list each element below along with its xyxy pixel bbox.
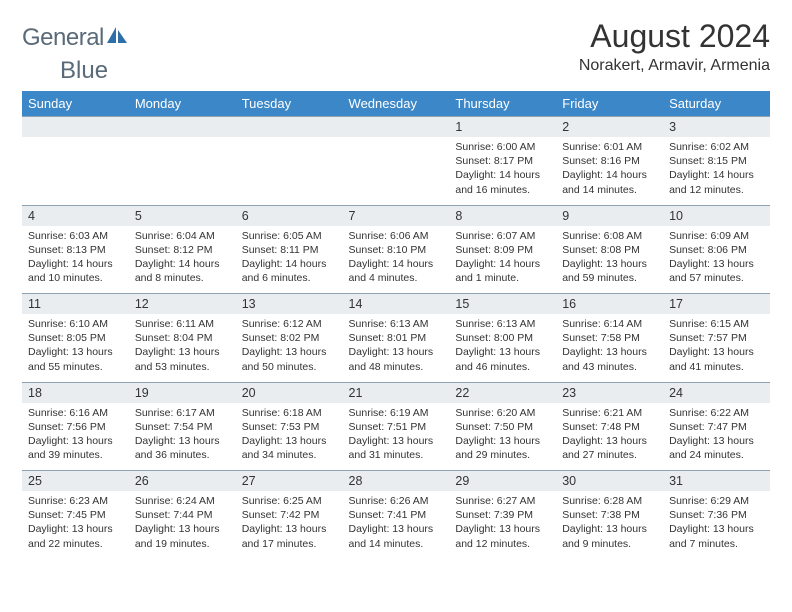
day-info: Sunrise: 6:04 AM Sunset: 8:12 PM Dayligh… — [129, 226, 236, 294]
day-number — [343, 117, 450, 138]
calendar-table: Sunday Monday Tuesday Wednesday Thursday… — [22, 91, 770, 559]
weekday-header: Sunday — [22, 91, 129, 117]
day-number: 15 — [449, 294, 556, 315]
weekday-header: Saturday — [663, 91, 770, 117]
daynum-row: 123 — [22, 117, 770, 138]
day-info: Sunrise: 6:25 AM Sunset: 7:42 PM Dayligh… — [236, 491, 343, 559]
calendar-body: 123Sunrise: 6:00 AM Sunset: 8:17 PM Dayl… — [22, 117, 770, 560]
calendar-page: General August 2024 Norakert, Armavir, A… — [0, 0, 792, 569]
day-info: Sunrise: 6:11 AM Sunset: 8:04 PM Dayligh… — [129, 314, 236, 382]
day-info — [343, 137, 450, 205]
day-info: Sunrise: 6:02 AM Sunset: 8:15 PM Dayligh… — [663, 137, 770, 205]
day-info: Sunrise: 6:16 AM Sunset: 7:56 PM Dayligh… — [22, 403, 129, 471]
day-number: 23 — [556, 382, 663, 403]
page-title: August 2024 — [579, 18, 770, 55]
sail-icon — [106, 26, 128, 44]
day-info: Sunrise: 6:05 AM Sunset: 8:11 PM Dayligh… — [236, 226, 343, 294]
day-number: 16 — [556, 294, 663, 315]
day-info: Sunrise: 6:26 AM Sunset: 7:41 PM Dayligh… — [343, 491, 450, 559]
weekday-header: Tuesday — [236, 91, 343, 117]
day-number: 25 — [22, 471, 129, 492]
day-info: Sunrise: 6:09 AM Sunset: 8:06 PM Dayligh… — [663, 226, 770, 294]
daynum-row: 25262728293031 — [22, 471, 770, 492]
day-info: Sunrise: 6:14 AM Sunset: 7:58 PM Dayligh… — [556, 314, 663, 382]
day-info: Sunrise: 6:07 AM Sunset: 8:09 PM Dayligh… — [449, 226, 556, 294]
day-number: 26 — [129, 471, 236, 492]
info-row: Sunrise: 6:00 AM Sunset: 8:17 PM Dayligh… — [22, 137, 770, 205]
day-number: 17 — [663, 294, 770, 315]
day-number: 29 — [449, 471, 556, 492]
day-info: Sunrise: 6:00 AM Sunset: 8:17 PM Dayligh… — [449, 137, 556, 205]
logo-text-right: Blue — [22, 57, 770, 85]
day-info: Sunrise: 6:15 AM Sunset: 7:57 PM Dayligh… — [663, 314, 770, 382]
day-number: 1 — [449, 117, 556, 138]
day-info: Sunrise: 6:01 AM Sunset: 8:16 PM Dayligh… — [556, 137, 663, 205]
day-number: 12 — [129, 294, 236, 315]
daynum-row: 45678910 — [22, 205, 770, 226]
day-number: 24 — [663, 382, 770, 403]
day-number: 13 — [236, 294, 343, 315]
day-number: 20 — [236, 382, 343, 403]
day-number: 9 — [556, 205, 663, 226]
info-row: Sunrise: 6:23 AM Sunset: 7:45 PM Dayligh… — [22, 491, 770, 559]
weekday-header: Monday — [129, 91, 236, 117]
day-number: 3 — [663, 117, 770, 138]
day-info: Sunrise: 6:13 AM Sunset: 8:01 PM Dayligh… — [343, 314, 450, 382]
day-number: 30 — [556, 471, 663, 492]
day-number — [22, 117, 129, 138]
day-info: Sunrise: 6:19 AM Sunset: 7:51 PM Dayligh… — [343, 403, 450, 471]
logo: General — [22, 18, 128, 52]
day-number: 10 — [663, 205, 770, 226]
weekday-header-row: Sunday Monday Tuesday Wednesday Thursday… — [22, 91, 770, 117]
weekday-header: Friday — [556, 91, 663, 117]
day-number — [236, 117, 343, 138]
day-info — [129, 137, 236, 205]
day-number: 2 — [556, 117, 663, 138]
info-row: Sunrise: 6:16 AM Sunset: 7:56 PM Dayligh… — [22, 403, 770, 471]
daynum-row: 11121314151617 — [22, 294, 770, 315]
day-number: 8 — [449, 205, 556, 226]
day-info: Sunrise: 6:10 AM Sunset: 8:05 PM Dayligh… — [22, 314, 129, 382]
day-number: 5 — [129, 205, 236, 226]
day-info: Sunrise: 6:22 AM Sunset: 7:47 PM Dayligh… — [663, 403, 770, 471]
day-number: 18 — [22, 382, 129, 403]
day-info: Sunrise: 6:17 AM Sunset: 7:54 PM Dayligh… — [129, 403, 236, 471]
info-row: Sunrise: 6:03 AM Sunset: 8:13 PM Dayligh… — [22, 226, 770, 294]
day-info: Sunrise: 6:29 AM Sunset: 7:36 PM Dayligh… — [663, 491, 770, 559]
day-info: Sunrise: 6:18 AM Sunset: 7:53 PM Dayligh… — [236, 403, 343, 471]
day-number: 4 — [22, 205, 129, 226]
weekday-header: Wednesday — [343, 91, 450, 117]
day-number: 14 — [343, 294, 450, 315]
day-info: Sunrise: 6:24 AM Sunset: 7:44 PM Dayligh… — [129, 491, 236, 559]
day-info: Sunrise: 6:20 AM Sunset: 7:50 PM Dayligh… — [449, 403, 556, 471]
day-info: Sunrise: 6:21 AM Sunset: 7:48 PM Dayligh… — [556, 403, 663, 471]
day-number: 28 — [343, 471, 450, 492]
day-info: Sunrise: 6:28 AM Sunset: 7:38 PM Dayligh… — [556, 491, 663, 559]
day-info — [22, 137, 129, 205]
day-number: 22 — [449, 382, 556, 403]
day-number: 11 — [22, 294, 129, 315]
day-number: 21 — [343, 382, 450, 403]
day-number: 19 — [129, 382, 236, 403]
day-info: Sunrise: 6:13 AM Sunset: 8:00 PM Dayligh… — [449, 314, 556, 382]
weekday-header: Thursday — [449, 91, 556, 117]
info-row: Sunrise: 6:10 AM Sunset: 8:05 PM Dayligh… — [22, 314, 770, 382]
day-number: 27 — [236, 471, 343, 492]
day-info: Sunrise: 6:12 AM Sunset: 8:02 PM Dayligh… — [236, 314, 343, 382]
day-number — [129, 117, 236, 138]
day-info — [236, 137, 343, 205]
day-info: Sunrise: 6:08 AM Sunset: 8:08 PM Dayligh… — [556, 226, 663, 294]
day-info: Sunrise: 6:27 AM Sunset: 7:39 PM Dayligh… — [449, 491, 556, 559]
day-number: 6 — [236, 205, 343, 226]
logo-text-left: General — [22, 24, 104, 52]
daynum-row: 18192021222324 — [22, 382, 770, 403]
day-number: 7 — [343, 205, 450, 226]
day-info: Sunrise: 6:06 AM Sunset: 8:10 PM Dayligh… — [343, 226, 450, 294]
day-info: Sunrise: 6:03 AM Sunset: 8:13 PM Dayligh… — [22, 226, 129, 294]
day-number: 31 — [663, 471, 770, 492]
day-info: Sunrise: 6:23 AM Sunset: 7:45 PM Dayligh… — [22, 491, 129, 559]
